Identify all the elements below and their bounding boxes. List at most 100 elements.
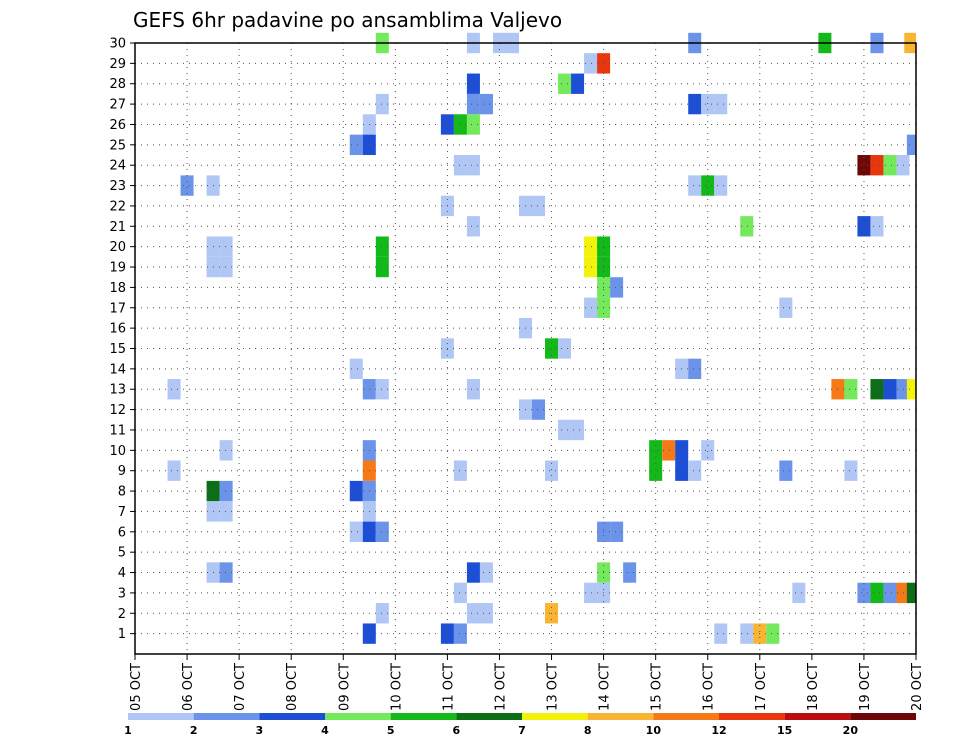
heatmap-cell — [766, 623, 780, 644]
heatmap-cell — [883, 155, 897, 176]
x-tick-label: 12 OCT — [493, 663, 508, 711]
heatmap-cell — [466, 114, 480, 135]
y-tick-label: 6 — [118, 525, 126, 540]
legend-swatch — [193, 713, 260, 720]
heatmap-cell — [584, 236, 598, 257]
x-tick-label: 09 OCT — [337, 663, 352, 711]
heatmap-cell — [870, 582, 884, 604]
heatmap-cell — [701, 93, 715, 115]
legend-swatch — [522, 713, 588, 720]
heatmap-cell — [571, 419, 585, 441]
legend-tick-label: 12 — [711, 724, 726, 737]
y-tick-label: 30 — [109, 37, 126, 52]
legend-tick-label: 6 — [453, 724, 461, 737]
heatmap-cell — [558, 419, 572, 441]
heatmap-cell — [688, 460, 702, 481]
heatmap-cell — [792, 582, 806, 604]
heatmap-cell — [453, 155, 467, 176]
heatmap-cell — [857, 582, 871, 604]
heatmap-cell — [545, 338, 559, 359]
heatmap-cell — [375, 256, 389, 278]
heatmap-cell — [479, 562, 493, 583]
y-tick-label: 4 — [118, 566, 126, 581]
heatmap-cell — [375, 93, 389, 115]
heatmap-cell — [779, 460, 793, 481]
legend-tick-label: 2 — [190, 724, 198, 737]
x-tick-label: 11 OCT — [441, 663, 456, 711]
heatmap-cell — [466, 93, 480, 115]
heatmap-cell — [349, 480, 363, 502]
heatmap-cell — [375, 603, 389, 624]
x-axis: 05 OCT 06 OCT 07 OCT 08 OCT 09 OCT 10 OCT 11 O… — [129, 654, 925, 711]
y-tick-label: 11 — [109, 423, 126, 438]
x-tick-label: 19 OCT — [858, 663, 873, 711]
heatmap-cell — [870, 216, 884, 237]
heatmap-cell — [649, 440, 663, 461]
legend-tick-label: 1 — [124, 724, 132, 737]
y-tick-label: 10 — [109, 444, 126, 459]
heatmap-cell — [453, 460, 467, 481]
x-tick-label: 20 OCT — [910, 663, 925, 711]
heatmap-cell — [349, 358, 363, 380]
heatmap-cell — [453, 114, 467, 135]
heatmap-cell — [584, 297, 598, 318]
heatmap-cell — [466, 73, 480, 94]
heatmap-cell — [219, 256, 233, 278]
y-tick-label: 14 — [109, 362, 126, 377]
heatmap-cell — [167, 379, 181, 400]
legend-tick-label: 20 — [843, 724, 859, 737]
y-axis: 1234567891011121314151617181920212223242… — [109, 37, 135, 642]
heatmap-cell — [857, 216, 871, 237]
heatmap-cell — [779, 297, 793, 318]
heatmap-cell — [349, 521, 363, 542]
heatmap-cell — [662, 440, 676, 461]
y-tick-label: 29 — [109, 57, 126, 72]
heatmap-cell — [180, 175, 194, 196]
heatmap-cell — [714, 623, 728, 644]
x-tick-label: 10 OCT — [389, 663, 404, 711]
heatmap-cell — [610, 521, 624, 542]
y-tick-label: 9 — [118, 464, 126, 479]
x-tick-label: 08 OCT — [285, 663, 300, 711]
heatmap-cell — [466, 155, 480, 176]
heatmap-cell — [906, 379, 916, 400]
heatmap-cell — [219, 501, 233, 522]
legend-tick-label: 4 — [321, 724, 329, 737]
heatmap-cell — [219, 440, 233, 461]
legend-swatch — [128, 713, 194, 720]
heatmap-cell — [906, 134, 916, 156]
heatmap-cell — [740, 216, 754, 237]
heatmap-cell — [688, 93, 702, 115]
y-tick-label: 21 — [109, 220, 126, 235]
heatmap-cell — [844, 379, 858, 400]
legend-swatch — [719, 713, 785, 720]
heatmap-cell — [896, 379, 910, 400]
heatmap-cell — [857, 155, 871, 176]
y-tick-label: 27 — [109, 98, 126, 113]
x-tick-label: 14 OCT — [598, 663, 613, 711]
legend-swatch — [259, 713, 325, 720]
heatmap-cell — [466, 379, 480, 400]
legend-tick-label: 3 — [256, 724, 264, 737]
legend-swatch — [390, 713, 457, 720]
legend-tick-label: 5 — [387, 724, 395, 737]
x-tick-label: 17 OCT — [754, 663, 769, 711]
legend-swatch — [850, 713, 916, 720]
x-tick-label: 05 OCT — [129, 663, 144, 711]
heatmap-cell — [649, 460, 663, 481]
heatmap-cells — [167, 32, 916, 644]
heatmap-cell — [571, 73, 585, 94]
heatmap-cell — [714, 93, 728, 115]
y-tick-label: 19 — [109, 261, 126, 276]
heatmap-cell — [219, 236, 233, 257]
heatmap-cell — [167, 460, 181, 481]
y-tick-label: 26 — [109, 118, 126, 133]
x-tick-label: 18 OCT — [806, 663, 821, 711]
y-tick-label: 16 — [109, 322, 126, 337]
heatmap-cell — [453, 582, 467, 604]
heatmap-cell — [479, 603, 493, 624]
y-tick-label: 22 — [109, 199, 126, 214]
y-tick-label: 15 — [109, 342, 126, 357]
heatmap-cell — [610, 277, 624, 298]
y-tick-label: 8 — [118, 485, 126, 500]
